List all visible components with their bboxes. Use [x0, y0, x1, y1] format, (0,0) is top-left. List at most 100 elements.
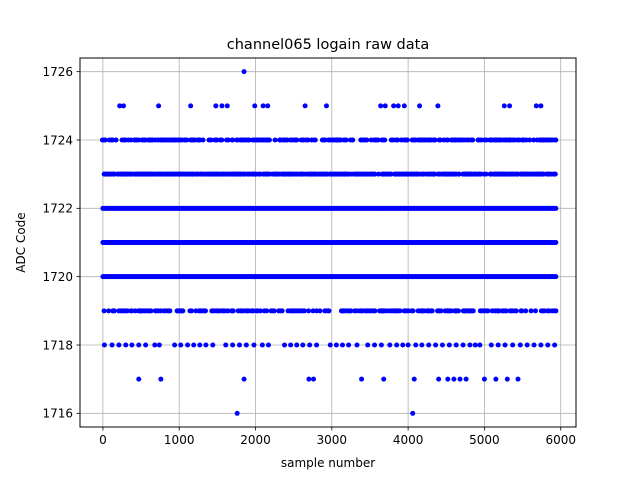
data-point	[417, 103, 423, 109]
data-point	[113, 137, 119, 143]
data-point	[455, 308, 461, 314]
x-tick-label: 5000	[469, 433, 500, 447]
data-point	[354, 342, 360, 348]
data-point	[282, 342, 288, 348]
data-point	[343, 137, 349, 143]
data-point	[460, 342, 466, 348]
data-point	[156, 103, 162, 109]
data-point	[553, 137, 559, 143]
data-point	[123, 342, 129, 348]
data-point	[117, 103, 123, 109]
data-point	[265, 103, 271, 109]
data-point	[180, 308, 186, 314]
data-point	[372, 171, 378, 177]
data-point	[156, 342, 162, 348]
data-point	[495, 342, 501, 348]
data-point	[375, 137, 381, 143]
data-point	[225, 308, 231, 314]
data-point	[405, 342, 411, 348]
x-axis-label: sample number	[281, 456, 375, 470]
data-point	[184, 137, 190, 143]
data-point	[404, 137, 410, 143]
data-point	[102, 137, 108, 143]
data-point	[429, 308, 435, 314]
data-point	[311, 376, 317, 382]
data-point	[314, 342, 320, 348]
data-point	[120, 103, 126, 109]
data-point	[467, 342, 473, 348]
data-point	[410, 410, 416, 416]
data-point	[185, 342, 191, 348]
data-point	[433, 342, 439, 348]
data-point	[470, 308, 476, 314]
data-point	[178, 342, 184, 348]
data-point	[445, 376, 451, 382]
data-point	[504, 376, 510, 382]
data-point	[501, 103, 507, 109]
data-point	[382, 103, 388, 109]
data-point	[219, 137, 225, 143]
data-point	[364, 137, 370, 143]
data-point	[260, 103, 266, 109]
data-point	[481, 376, 487, 382]
data-point	[323, 103, 329, 109]
data-point	[294, 342, 300, 348]
data-point	[531, 137, 537, 143]
data-point	[129, 342, 135, 348]
data-point	[515, 376, 521, 382]
data-point	[552, 342, 558, 348]
data-point	[445, 137, 451, 143]
data-point	[106, 308, 112, 314]
data-point	[485, 308, 491, 314]
data-point	[167, 308, 173, 314]
data-point	[457, 376, 463, 382]
data-point	[317, 308, 323, 314]
data-point	[528, 308, 534, 314]
data-point	[219, 103, 225, 109]
data-point	[382, 137, 388, 143]
plot-frame	[79, 57, 577, 428]
data-point	[531, 342, 537, 348]
data-point	[524, 342, 530, 348]
data-point	[502, 342, 508, 348]
data-points	[99, 69, 559, 416]
data-point	[116, 342, 122, 348]
data-point	[378, 103, 384, 109]
y-axis-label: ADC Code	[14, 212, 28, 272]
data-point	[553, 274, 559, 280]
data-point	[148, 308, 154, 314]
data-point	[305, 137, 311, 143]
data-point	[438, 308, 444, 314]
data-point	[288, 342, 294, 348]
data-point	[413, 342, 419, 348]
data-point	[246, 137, 252, 143]
data-point	[202, 308, 208, 314]
data-point	[519, 308, 525, 314]
data-point	[387, 342, 393, 348]
data-point	[432, 137, 438, 143]
data-point	[310, 308, 316, 314]
data-point	[446, 342, 452, 348]
data-point	[448, 308, 454, 314]
data-point	[188, 103, 194, 109]
data-point	[483, 171, 489, 177]
data-point	[265, 342, 271, 348]
data-point	[241, 376, 247, 382]
y-tick-label: 1720	[42, 270, 73, 284]
data-point	[152, 342, 158, 348]
data-point	[527, 137, 533, 143]
data-point	[488, 342, 494, 348]
data-point	[326, 308, 332, 314]
data-point	[327, 342, 333, 348]
data-point	[388, 171, 394, 177]
data-point	[426, 342, 432, 348]
data-point	[272, 137, 278, 143]
data-point	[432, 171, 438, 177]
data-point	[158, 376, 164, 382]
data-point	[456, 171, 462, 177]
data-point	[306, 376, 312, 382]
data-point	[436, 376, 442, 382]
data-point	[538, 103, 544, 109]
